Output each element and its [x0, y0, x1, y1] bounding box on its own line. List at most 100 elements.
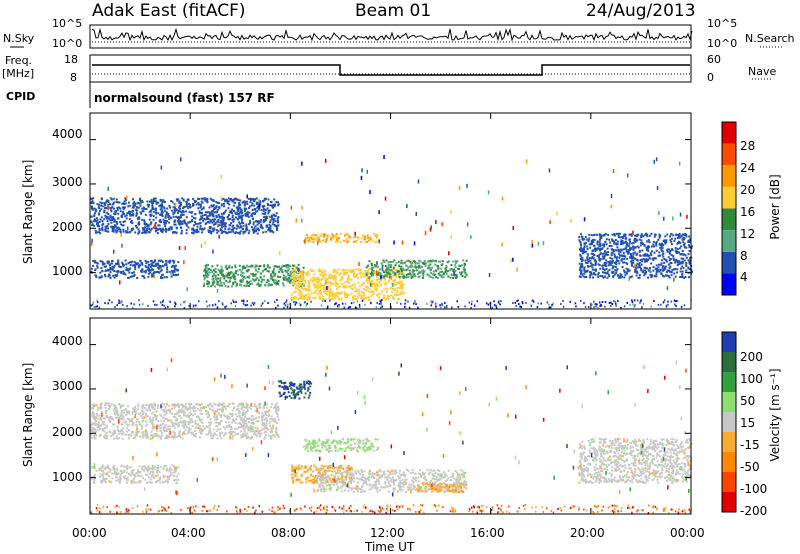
data-cell-2: [284, 269, 287, 272]
data-cell-0: [113, 207, 115, 210]
data-cell-5: [371, 272, 374, 275]
data-cell-6: [611, 240, 614, 242]
ground-scatter-cell: [234, 304, 237, 307]
data-cell-0: [240, 216, 243, 219]
data-cell-0: [126, 424, 129, 427]
data-cell-0: [267, 204, 269, 206]
data-cell-1: [175, 274, 178, 277]
data-cell-3: [328, 295, 331, 298]
data-cell-1: [161, 264, 164, 267]
data-cell-0: [168, 428, 171, 431]
data-cell-0: [94, 433, 97, 436]
data-cell-2: [257, 279, 260, 282]
data-cell-3: [392, 283, 395, 286]
sparse-echo-cell: [366, 169, 368, 174]
data-cell-6: [629, 240, 631, 243]
data-cell-0: [249, 430, 252, 433]
data-cell-2: [235, 284, 238, 287]
data-cell-3: [357, 281, 360, 284]
data-cell-5: [417, 272, 420, 275]
data-cell-0: [143, 219, 146, 222]
sparse-echo-cell: [450, 210, 452, 215]
data-cell-0: [243, 415, 246, 418]
data-cell-2: [277, 283, 280, 286]
data-cell-5: [376, 262, 379, 265]
data-cell-0: [200, 212, 202, 215]
data-cell-0: [174, 416, 177, 419]
data-cell-6: [625, 267, 628, 270]
data-cell-0: [195, 415, 198, 418]
data-cell-3: [307, 295, 310, 298]
sparse-echo-cell: [458, 186, 461, 191]
data-cell-4: [374, 241, 377, 244]
data-cell-5: [421, 269, 424, 272]
data-cell-5: [446, 261, 449, 264]
data-cell-0: [242, 230, 245, 233]
data-cell-2: [228, 274, 231, 276]
data-cell-0: [153, 200, 156, 202]
data-cell-6: [653, 245, 656, 248]
data-cell-0: [148, 231, 151, 234]
data-cell-0: [201, 228, 204, 231]
data-cell-0: [253, 230, 256, 233]
data-cell-3: [371, 283, 374, 286]
data-cell-3: [370, 294, 373, 297]
data-cell-6: [668, 267, 671, 270]
ground-scatter-cell: [90, 304, 92, 307]
data-cell-0: [119, 429, 122, 432]
data-cell-6: [690, 245, 693, 248]
data-cell-6: [670, 254, 673, 257]
ground-scatter-cell: [152, 300, 155, 303]
data-cell-3: [389, 287, 392, 290]
data-cell-6: [621, 261, 624, 264]
data-cell-1: [134, 266, 137, 268]
data-cell-0: [265, 215, 268, 218]
data-cell-1: [168, 270, 171, 273]
data-cell-0: [269, 221, 272, 224]
data-cell-0: [194, 213, 197, 215]
sparse-echo-cell: [220, 195, 223, 200]
data-cell-5: [385, 271, 388, 274]
data-cell-0: [142, 404, 145, 407]
data-cell-0: [238, 226, 241, 229]
ground-scatter-cell: [277, 304, 279, 307]
data-cell-0: [131, 206, 134, 209]
data-cell-0: [206, 201, 209, 204]
data-cell-3: [330, 274, 333, 277]
data-cell-6: [629, 252, 632, 255]
data-cell-5: [418, 270, 421, 273]
data-cell-0: [127, 212, 130, 215]
ground-scatter-cell: [404, 299, 407, 302]
data-cell-0: [200, 418, 203, 421]
power-cbtick-16: 16: [740, 205, 756, 219]
data-cell-0: [103, 423, 106, 426]
data-cell-6: [583, 266, 586, 269]
data-cell-0: [254, 225, 257, 228]
data-cell-0: [257, 228, 259, 230]
data-cell-3: [321, 269, 324, 272]
data-cell-6: [658, 251, 661, 254]
data-cell-0: [217, 230, 220, 233]
ground-scatter-cell: [214, 303, 217, 306]
data-cell-2: [288, 277, 290, 280]
data-cell-0: [149, 229, 152, 232]
data-cell-6: [640, 269, 643, 272]
data-cell-5: [453, 268, 455, 271]
data-cell-0: [207, 433, 210, 436]
data-cell-0: [180, 216, 182, 219]
data-cell-3: [391, 291, 393, 294]
data-cell-2: [224, 285, 227, 288]
data-cell-6: [594, 269, 597, 272]
data-cell-2: [204, 264, 207, 267]
data-cell-1: [151, 274, 154, 277]
data-cell-3: [319, 282, 322, 285]
data-cell-0: [223, 434, 226, 437]
data-cell-1: [125, 269, 128, 271]
data-cell-3: [336, 271, 339, 274]
data-cell-6: [630, 234, 633, 237]
data-cell-0: [228, 214, 230, 217]
data-cell-0: [256, 434, 258, 437]
ground-scatter-cell: [349, 306, 351, 308]
data-cell-0: [218, 206, 221, 209]
